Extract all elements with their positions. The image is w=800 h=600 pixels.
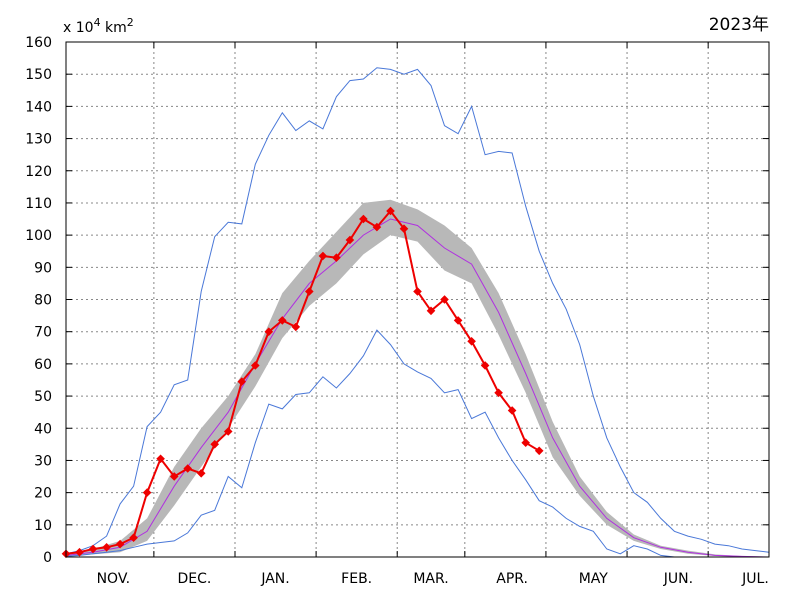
y-tick-label: 50 — [34, 389, 52, 405]
y-tick-label: 120 — [25, 164, 52, 180]
x-tick-label: NOV. — [97, 571, 130, 587]
y-tick-label: 80 — [34, 293, 52, 309]
y-tick-label: 150 — [25, 67, 52, 83]
data-point — [75, 547, 84, 557]
data-point — [223, 427, 233, 436]
y-tick-label: 60 — [34, 357, 52, 373]
data-point — [237, 377, 246, 386]
data-point — [359, 214, 368, 224]
data-point — [534, 446, 544, 456]
x-tick-label: DEC. — [178, 571, 212, 587]
data-point — [480, 361, 490, 370]
y-tick-label: 0 — [43, 550, 52, 566]
y-tick-label: 30 — [34, 453, 52, 469]
average-range-band — [66, 199, 769, 557]
data-point — [521, 438, 531, 448]
grid — [66, 42, 769, 557]
data-point — [115, 539, 125, 549]
data-point — [426, 306, 436, 316]
data-point — [196, 468, 206, 478]
data-point — [318, 251, 328, 261]
data-point — [277, 316, 287, 325]
year-label: 2023年 — [709, 15, 769, 35]
data-point — [345, 235, 355, 245]
y-tick-label: 140 — [25, 99, 52, 115]
data-point — [250, 361, 260, 370]
y-tick-label: 90 — [34, 260, 52, 276]
data-point — [102, 542, 111, 552]
data-point — [291, 322, 301, 332]
data-point — [169, 472, 179, 481]
x-tick-label: FEB. — [341, 571, 372, 587]
maximum-line — [65, 67, 770, 555]
y-tick-label: 10 — [34, 518, 52, 534]
x-tick-label: JAN. — [260, 571, 289, 587]
y-tick-label: 130 — [25, 132, 52, 148]
x-tick-label: MAR. — [413, 571, 448, 587]
x-tick-label: MAY — [579, 571, 609, 587]
data-point — [440, 295, 449, 304]
data-point — [332, 253, 341, 263]
x-tick-label: APR. — [496, 571, 528, 587]
x-tick-label: JUN. — [663, 571, 693, 587]
data-point — [210, 439, 220, 449]
data-point — [386, 206, 395, 216]
data-point — [156, 454, 165, 464]
data-point — [507, 406, 517, 415]
data-point — [129, 533, 138, 543]
data-point — [142, 488, 152, 497]
data-point — [399, 224, 409, 234]
x-tick-label: JUL. — [741, 571, 769, 587]
y-tick-label: 100 — [25, 228, 52, 244]
extreme-lines — [65, 67, 770, 558]
data-point — [264, 327, 274, 337]
y-tick-label: 20 — [34, 486, 52, 502]
data-point — [88, 544, 98, 554]
minimum-line — [65, 329, 769, 558]
y-tick-label: 160 — [25, 35, 52, 51]
y-tick-label: 70 — [34, 325, 52, 341]
data-point — [413, 287, 422, 296]
average-line — [65, 218, 770, 558]
data-point — [372, 222, 382, 232]
average-polyline — [65, 218, 770, 558]
current-polyline — [65, 209, 540, 555]
data-point — [183, 464, 193, 473]
data-point — [467, 336, 476, 346]
data-point — [304, 287, 314, 296]
data-point — [453, 316, 463, 325]
current-season-line — [61, 206, 544, 559]
y-axis-ticks: 0 10 20 30 40 50 60 70 80 90 100 110 120 130 140 150 160 — [25, 35, 769, 566]
y-tick-label: 40 — [34, 421, 52, 437]
unit-label: x 104 km2 — [63, 16, 134, 36]
band-area — [66, 199, 769, 557]
y-tick-label: 110 — [25, 196, 52, 212]
data-point — [494, 388, 503, 398]
x-axis-ticks: NOV. DEC. JAN. FEB. MAR. APR. MAY JUN. JUL. — [97, 42, 769, 587]
